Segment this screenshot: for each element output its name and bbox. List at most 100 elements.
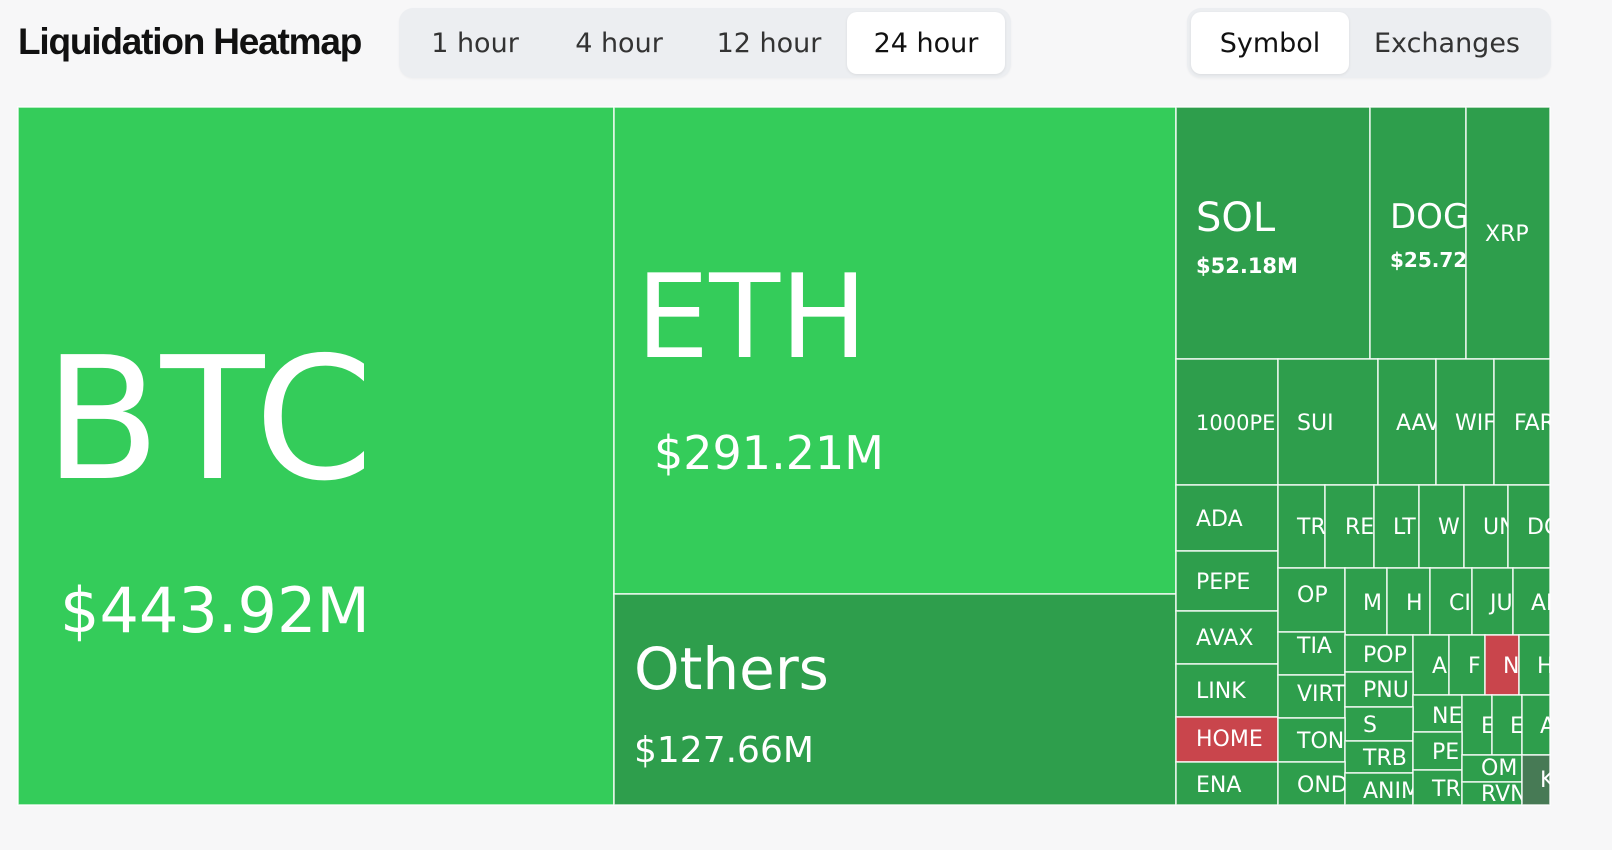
treemap-cell-h[interactable]: H	[1386, 567, 1431, 636]
treemap-cell-ju[interactable]: JU	[1471, 567, 1514, 636]
treemap-cell-tr[interactable]: TR	[1277, 484, 1326, 569]
treemap-label-virt: VIRT	[1297, 682, 1346, 707]
treemap-cell-btc[interactable]: BTC $443.92M	[17, 106, 615, 806]
treemap-cell-om[interactable]: OM	[1461, 754, 1523, 783]
treemap-rect-a[interactable]	[1521, 694, 1551, 756]
treemap-cell-xrp[interactable]: XRP	[1465, 106, 1551, 360]
treemap-cell-re[interactable]: RE	[1324, 484, 1375, 569]
treemap-cell-anim[interactable]: ANIM	[1344, 772, 1420, 806]
treemap-cell-pop[interactable]: POP	[1344, 634, 1414, 673]
treemap-cell-ada[interactable]: ADA	[1175, 484, 1279, 552]
treemap-cell-pe[interactable]: PE	[1412, 731, 1463, 771]
treemap-cell-ena[interactable]: ENA	[1175, 761, 1279, 806]
treemap-cell-eth[interactable]: ETH $291.21M	[613, 106, 1177, 595]
treemap-label-tia: TIA	[1296, 634, 1332, 659]
treemap-cell-e[interactable]: E	[1461, 694, 1495, 756]
tab-4-hour[interactable]: 4 hour	[575, 27, 663, 59]
treemap-cell-sol[interactable]: SOL $52.18M	[1175, 106, 1371, 360]
treemap-label-tr: TR	[1296, 515, 1326, 540]
treemap-cell-virt[interactable]: VIRT	[1277, 674, 1346, 719]
treemap-rect-dog[interactable]	[1369, 106, 1467, 360]
treemap-cell-ton[interactable]: TON	[1277, 717, 1346, 763]
treemap-rect-tr[interactable]	[1277, 484, 1326, 569]
treemap-cell-home[interactable]: HOME	[1175, 716, 1279, 763]
treemap-rect-tia[interactable]	[1277, 631, 1346, 676]
treemap-cell-trb[interactable]: TRB	[1344, 740, 1414, 774]
tab-exchanges[interactable]: Exchanges	[1374, 27, 1520, 59]
treemap-cell-w[interactable]: W	[1418, 484, 1465, 569]
treemap-cell-f[interactable]: F	[1448, 634, 1486, 696]
treemap-rect-ond[interactable]	[1277, 761, 1346, 806]
treemap-cell-dog[interactable]: DOG $25.72M	[1369, 106, 1487, 360]
treemap-rect-lt[interactable]	[1373, 484, 1420, 569]
treemap-rect-re[interactable]	[1324, 484, 1375, 569]
treemap-cell-wif[interactable]: WIF	[1435, 358, 1496, 486]
treemap-cell-ci[interactable]: CI	[1429, 567, 1473, 636]
treemap-rect-un[interactable]	[1463, 484, 1509, 569]
treemap-rect-h[interactable]	[1518, 634, 1551, 696]
treemap-cell-tr[interactable]: TR	[1412, 769, 1463, 806]
treemap-rect-sui[interactable]	[1277, 358, 1379, 486]
treemap-rect-1000pe[interactable]	[1175, 358, 1279, 486]
treemap-rect-avax[interactable]	[1175, 610, 1279, 665]
treemap-cell-aav[interactable]: AAV	[1377, 358, 1440, 486]
treemap-rect-n[interactable]	[1484, 634, 1520, 696]
treemap-rect-anim[interactable]	[1344, 772, 1414, 806]
treemap-cell-m[interactable]: M	[1344, 567, 1388, 636]
treemap-cell-ond[interactable]: OND	[1277, 761, 1348, 806]
treemap-cell-a[interactable]: A	[1521, 694, 1555, 756]
treemap-rect-far[interactable]	[1493, 358, 1551, 486]
tab-1-hour[interactable]: 1 hour	[431, 27, 519, 59]
treemap-cell-k[interactable]: K	[1521, 754, 1555, 806]
treemap-cell-ai[interactable]: AI	[1512, 567, 1553, 636]
treemap-cell-others[interactable]: Others $127.66M	[613, 593, 1177, 806]
treemap-cell-op[interactable]: OP	[1277, 567, 1346, 633]
treemap-cell-link[interactable]: LINK	[1175, 663, 1279, 718]
treemap-rect-others[interactable]	[613, 593, 1177, 806]
treemap-cell-tia[interactable]: TIA	[1277, 631, 1346, 676]
treemap-cell-n[interactable]: N	[1484, 634, 1520, 696]
treemap-rect-e[interactable]	[1461, 694, 1493, 756]
treemap-label-rvn: RVN	[1481, 782, 1527, 807]
treemap-cell-sui[interactable]: SUI	[1277, 358, 1379, 486]
treemap-rect-btc[interactable]	[17, 106, 615, 806]
treemap-label-f: F	[1468, 654, 1481, 679]
treemap-cell-pepe[interactable]: PEPE	[1175, 550, 1279, 612]
treemap-rect-ai[interactable]	[1512, 567, 1551, 636]
treemap-cell-do[interactable]: DO	[1507, 484, 1561, 569]
treemap-cell-un[interactable]: UN	[1463, 484, 1516, 569]
treemap-rect-aav[interactable]	[1377, 358, 1437, 486]
tab-symbol[interactable]: Symbol	[1191, 12, 1349, 74]
time-range-tabs: 1 hour 4 hour 12 hour 24 hour	[399, 8, 1011, 78]
treemap-rect-sol[interactable]	[1175, 106, 1371, 360]
treemap-cell-s[interactable]: S	[1344, 706, 1414, 742]
treemap-rect-ada[interactable]	[1175, 484, 1279, 552]
treemap-rect-eth[interactable]	[613, 106, 1177, 595]
treemap-cell-avax[interactable]: AVAX	[1175, 610, 1279, 665]
treemap-cell-h[interactable]: H	[1518, 634, 1554, 696]
treemap-rect-a[interactable]	[1412, 634, 1450, 696]
treemap-rect-pepe[interactable]	[1175, 550, 1279, 612]
treemap-cell-pnu[interactable]: PNU	[1344, 671, 1414, 708]
treemap-rect-pe[interactable]	[1412, 731, 1463, 771]
treemap-rect-virt[interactable]	[1277, 674, 1346, 719]
treemap-cell-rvn[interactable]: RVN	[1461, 781, 1527, 807]
tab-12-hour[interactable]: 12 hour	[716, 27, 822, 59]
page-title: Liquidation Heatmap	[18, 21, 362, 62]
treemap-rect-k[interactable]	[1521, 754, 1551, 806]
treemap-rect-trb[interactable]	[1344, 740, 1414, 774]
treemap-cell-1000pe[interactable]: 1000PE	[1175, 358, 1279, 486]
treemap-rect-do[interactable]	[1507, 484, 1551, 569]
treemap-cell-e[interactable]: E	[1491, 694, 1524, 756]
treemap-cell-lt[interactable]: LT	[1373, 484, 1420, 569]
tab-24-hour[interactable]: 24 hour	[847, 12, 1005, 74]
treemap-cell-a[interactable]: A	[1412, 634, 1450, 696]
treemap-rect-s[interactable]	[1344, 706, 1414, 742]
treemap-label-link: LINK	[1196, 679, 1246, 704]
treemap-cell-far[interactable]: FAR	[1493, 358, 1555, 486]
treemap-rect-wif[interactable]	[1435, 358, 1495, 486]
treemap-cell-ne[interactable]: NE	[1412, 694, 1463, 733]
treemap-label-w: W	[1438, 515, 1460, 540]
treemap-rect-xrp[interactable]	[1465, 106, 1551, 360]
